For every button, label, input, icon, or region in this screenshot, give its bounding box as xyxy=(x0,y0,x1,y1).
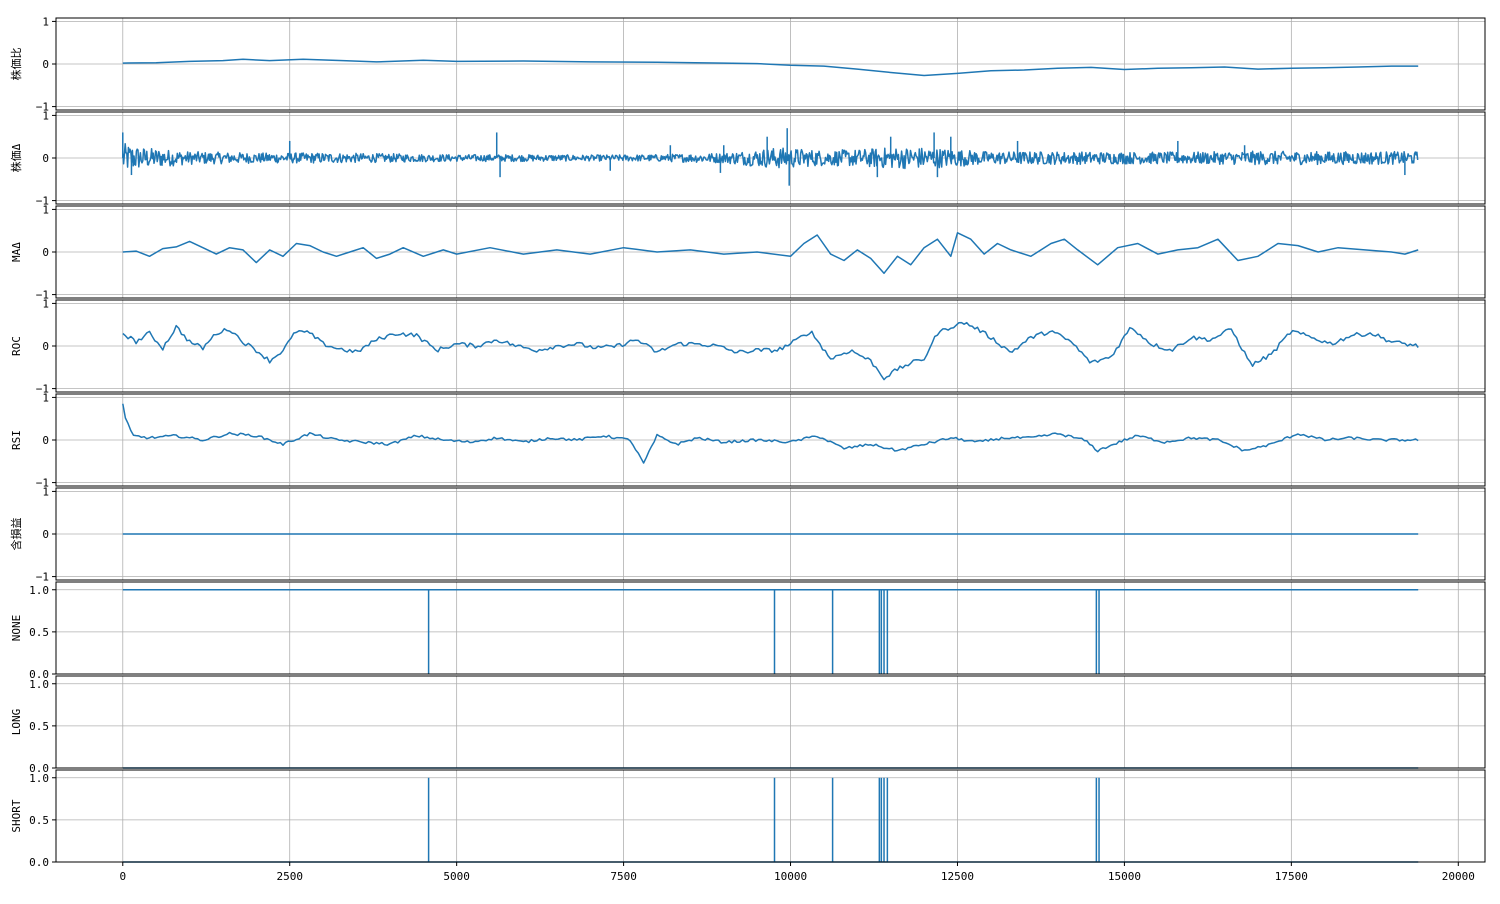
series-line-株価比 xyxy=(122,58,1419,77)
y-axis-label: ROC xyxy=(10,336,23,356)
y-tick-label: −1 xyxy=(36,571,49,584)
panel-ROC: −1 0 1 ROC xyxy=(10,297,1486,396)
y-tick-label: −1 xyxy=(36,477,49,490)
y-tick-label: 1 xyxy=(42,391,49,404)
y-tick-label: 1 xyxy=(42,15,49,28)
y-tick-label: 0 xyxy=(42,58,49,71)
y-axis-label: 含損益 xyxy=(9,518,23,551)
x-tick-label: 5000 xyxy=(443,870,470,883)
y-tick-label: −1 xyxy=(36,101,49,114)
y-axis-label: 株価比 xyxy=(9,48,23,81)
x-tick-label: 15000 xyxy=(1108,870,1141,883)
y-tick-label: 0.5 xyxy=(29,626,49,639)
y-tick-label: −1 xyxy=(36,289,49,302)
panel-株価比: −1 0 1 株価比 xyxy=(9,15,1486,114)
y-tick-label: 1.0 xyxy=(29,584,49,597)
panel-LONG: 0.0 0.5 1.0 LONG xyxy=(10,675,1486,775)
y-axis-label: SHORT xyxy=(10,799,23,832)
x-tick-label: 17500 xyxy=(1275,870,1308,883)
y-tick-label: 0.0 xyxy=(29,668,49,681)
series-line-RSI xyxy=(122,403,1419,464)
x-tick-label: 20000 xyxy=(1442,870,1475,883)
panel-frame xyxy=(55,769,1486,863)
y-tick-label: 1 xyxy=(42,485,49,498)
y-tick-label: 1.0 xyxy=(29,772,49,785)
y-tick-label: 0.0 xyxy=(29,856,49,869)
panel-株価Δ: −1 0 1 株価Δ xyxy=(9,109,1486,208)
y-tick-label: 0.5 xyxy=(29,720,49,733)
y-tick-label: 0 xyxy=(42,340,49,353)
y-tick-label: 0 xyxy=(42,152,49,165)
x-tick-label: 12500 xyxy=(941,870,974,883)
y-tick-label: 0.0 xyxy=(29,762,49,775)
series-line-MAΔ xyxy=(122,232,1419,275)
y-axis-label: MAΔ xyxy=(10,242,23,262)
y-tick-label: 0 xyxy=(42,434,49,447)
y-tick-label: −1 xyxy=(36,383,49,396)
series-line-ROC xyxy=(122,321,1419,381)
y-tick-label: 0 xyxy=(42,246,49,259)
panel-RSI: −1 0 1 RSI xyxy=(10,391,1486,490)
panel-SHORT: 0.0 0.5 1.0 SHORT xyxy=(10,769,1486,869)
panel-含損益: −1 0 1 含損益 xyxy=(9,485,1486,584)
series-line-株価Δ xyxy=(122,142,1419,170)
y-axis-label: 株価Δ xyxy=(9,143,23,172)
x-tick-label: 7500 xyxy=(610,870,637,883)
y-axis-label: RSI xyxy=(10,430,23,450)
y-tick-label: 1 xyxy=(42,297,49,310)
y-axis-label: NONE xyxy=(10,615,23,642)
x-tick-label: 2500 xyxy=(276,870,303,883)
x-tick-label: 10000 xyxy=(774,870,807,883)
panel-MAΔ: −1 0 1 MAΔ xyxy=(10,203,1486,302)
y-tick-label: 1 xyxy=(42,109,49,122)
y-axis-label: LONG xyxy=(10,709,23,736)
x-tick-label: 0 xyxy=(119,870,126,883)
y-tick-label: 1 xyxy=(42,203,49,216)
panel-frame xyxy=(55,675,1486,769)
y-tick-label: 1.0 xyxy=(29,678,49,691)
y-tick-label: 0.5 xyxy=(29,814,49,827)
y-tick-label: 0 xyxy=(42,528,49,541)
panel-NONE: 0.0 0.5 1.0 NONE xyxy=(10,581,1486,681)
y-tick-label: −1 xyxy=(36,195,49,208)
panel-frame xyxy=(55,581,1486,675)
